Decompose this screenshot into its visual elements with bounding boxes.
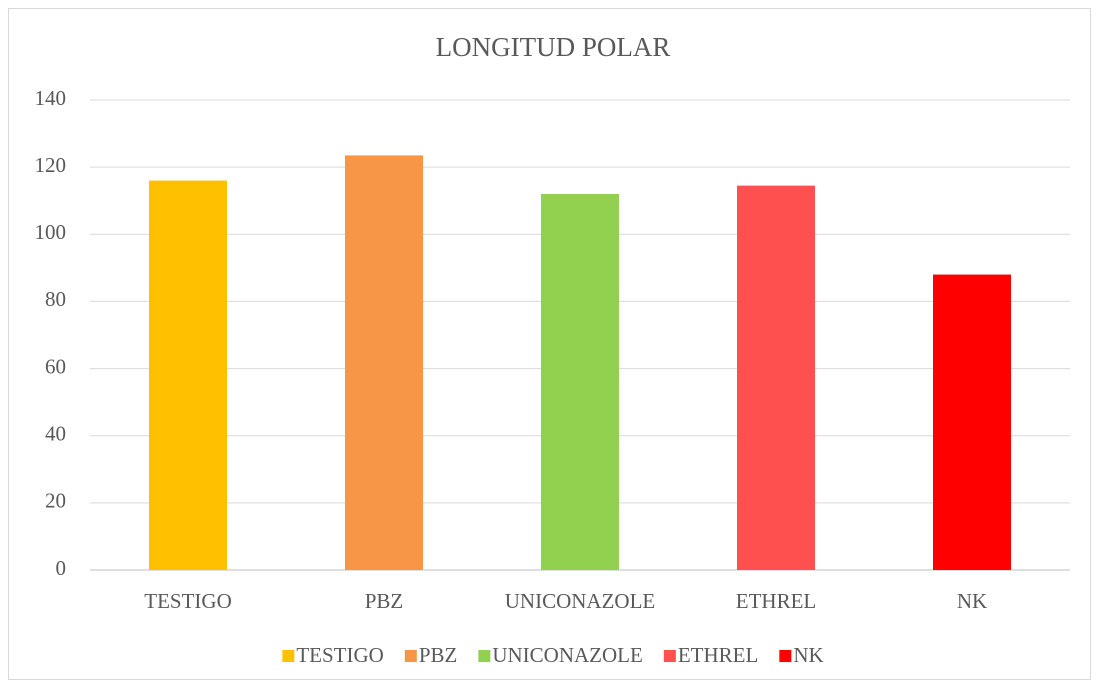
legend-swatch (478, 650, 491, 662)
legend-swatch (404, 650, 417, 662)
legend-swatch (779, 650, 792, 662)
legend-swatch (282, 650, 295, 662)
legend-label: PBZ (419, 643, 458, 667)
y-tick-label: 120 (35, 153, 67, 177)
x-tick-label: ETHREL (736, 589, 816, 613)
bar (541, 194, 619, 570)
y-tick-label: 0 (56, 556, 67, 580)
y-tick-label: 100 (35, 220, 67, 244)
y-tick-label: 40 (45, 422, 66, 446)
chart-title: LONGITUD POLAR (436, 32, 671, 62)
legend-label: UNICONAZOLE (492, 643, 642, 667)
x-tick-label: NK (957, 589, 987, 613)
y-tick-label: 20 (45, 489, 66, 513)
bar (149, 180, 227, 571)
legend-label: NK (793, 643, 823, 667)
y-tick-label: 60 (45, 354, 66, 378)
bar (933, 274, 1011, 570)
bar (345, 155, 423, 570)
x-tick-label: UNICONAZOLE (505, 589, 655, 613)
legend-label: ETHREL (678, 643, 758, 667)
bar (737, 185, 815, 570)
y-tick-label: 80 (45, 287, 66, 311)
y-tick-label: 140 (35, 86, 67, 110)
legend-swatch (663, 650, 676, 662)
x-tick-label: PBZ (365, 589, 404, 613)
legend-label: TESTIGO (296, 643, 384, 667)
x-tick-label: TESTIGO (144, 589, 232, 613)
